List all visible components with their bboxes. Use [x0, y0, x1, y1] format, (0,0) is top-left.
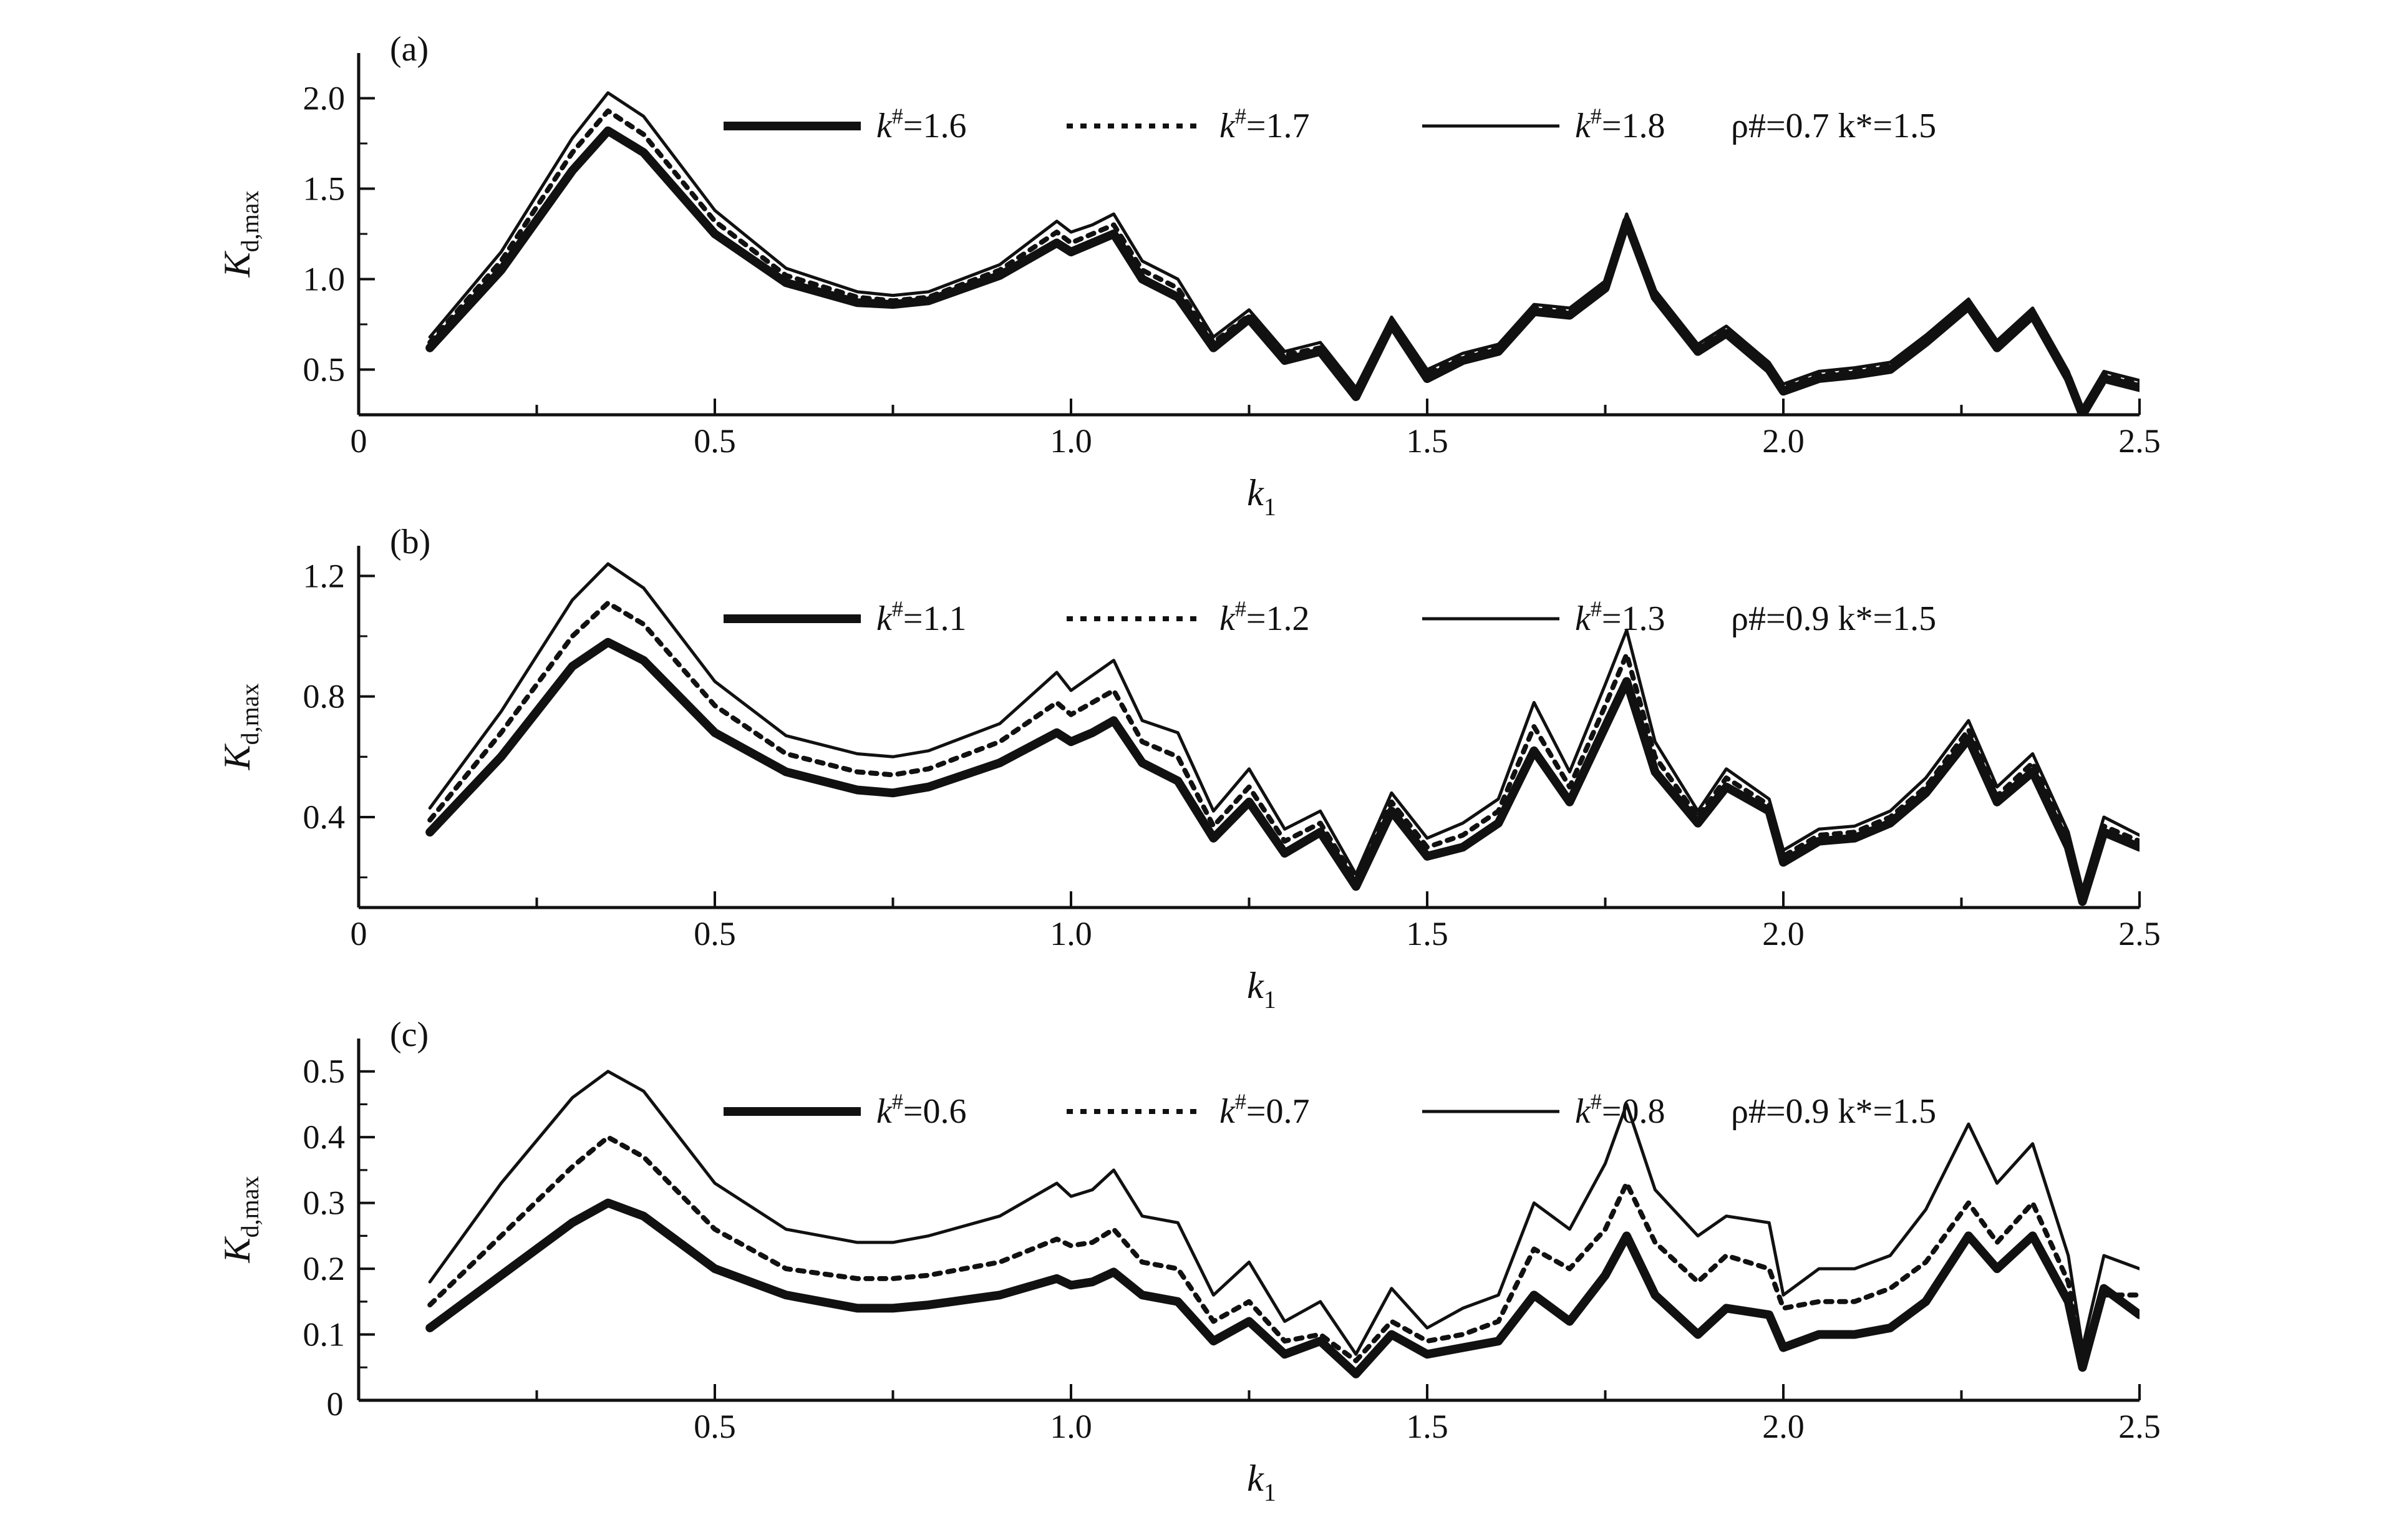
x-tick-label: 1.5	[1406, 1408, 1448, 1445]
y-tick-label: 0.5	[303, 351, 346, 389]
series-line-2	[427, 1135, 2140, 1363]
y-tick-label: 0.5	[303, 1053, 346, 1090]
x-tick-label: 2.5	[2118, 1408, 2161, 1445]
series-line-1	[425, 637, 2140, 906]
legend-label-1: k#=1.6	[876, 104, 966, 145]
legend-note: ρ#=0.9 k*=1.5	[1731, 1092, 1936, 1131]
x-tick-label: 0	[351, 915, 367, 952]
x-axis-label: k1	[1247, 472, 1276, 521]
x-tick-label: 2.5	[2118, 915, 2161, 952]
y-tick-label: 0.4	[303, 798, 346, 836]
y-tick-label: 0.3	[303, 1184, 346, 1222]
y-axis-label: Kd,max	[216, 1176, 264, 1264]
y-tick-label: 0.2	[303, 1250, 346, 1287]
chart-panel-1: 0 0.5 1.0 1.5 2.0 2.50.51.01.52.0k1Kd,max(a)k…	[216, 30, 2161, 521]
x-tick-label: 1.5	[1406, 422, 1448, 460]
x-tick-label: 2.0	[1762, 915, 1805, 952]
x-axis-label: k1	[1247, 965, 1276, 1014]
series-line-2	[427, 108, 2140, 414]
x-tick-label: 0.5	[694, 1408, 736, 1445]
x-tick-label: 2.5	[2118, 422, 2161, 460]
y-tick-label: 0.1	[303, 1316, 346, 1354]
legend-note: ρ#=0.9 k*=1.5	[1731, 599, 1936, 638]
x-tick-label: 2.0	[1762, 1408, 1805, 1445]
x-tick-label: 1.0	[1050, 1408, 1092, 1445]
x-tick-label: 2.0	[1762, 422, 1805, 460]
x-tick-label: 0.5	[694, 915, 736, 952]
series-line-3	[428, 1070, 2140, 1356]
legend-label-2: k#=1.7	[1219, 104, 1309, 145]
legend-label-1: k#=0.6	[876, 1089, 966, 1131]
origin-label: 0	[327, 1385, 344, 1423]
x-axis-label: k1	[1247, 1458, 1276, 1506]
x-tick-label: 1.0	[1050, 422, 1092, 460]
y-tick-label: 1.5	[303, 170, 346, 208]
x-tick-label: 0	[351, 422, 367, 460]
legend-label-2: k#=1.2	[1219, 596, 1309, 638]
y-tick-label: 2.0	[303, 80, 346, 117]
series-line-2	[427, 600, 2140, 898]
x-tick-label: 1.5	[1406, 915, 1448, 952]
panel-label: (c)	[390, 1015, 429, 1054]
chart-panel-2: 0 0.5 1.0 1.5 2.0 2.5 0.4 0.8 1.2 k1 Kd,max (b) k#=1…	[216, 523, 2161, 1014]
series-line-1	[425, 1198, 2140, 1378]
y-tick-label: 1.0	[303, 261, 346, 298]
legend-label-3: k#=1.3	[1575, 596, 1665, 638]
panel-label: (a)	[390, 30, 429, 69]
chart-panel-3: 0.5 1.0 1.5 2.0 2.5 0 0.1 0.2 0.3 0.4 0.5 k1 Kd,max (…	[216, 1015, 2161, 1506]
y-tick-label: 0.8	[303, 678, 346, 715]
series-line-3	[428, 91, 2140, 409]
y-tick-label: 0.4	[303, 1118, 346, 1156]
legend-label-3: k#=0.8	[1575, 1089, 1665, 1131]
y-axis-label: Kd,max	[216, 684, 264, 771]
legend-note: ρ#=0.7 k*=1.5	[1731, 107, 1936, 145]
legend-label-3: k#=1.8	[1575, 104, 1665, 145]
legend-label-1: k#=1.1	[876, 596, 966, 638]
series-line-3	[428, 562, 2140, 891]
y-axis-label: Kd,max	[216, 191, 264, 278]
legend-label-2: k#=0.7	[1219, 1089, 1309, 1131]
panel-label: (b)	[390, 523, 430, 561]
x-tick-label: 0.5	[694, 422, 736, 460]
series-line-1	[425, 126, 2140, 415]
y-tick-label: 1.2	[303, 557, 346, 594]
x-tick-label: 1.0	[1050, 915, 1092, 952]
